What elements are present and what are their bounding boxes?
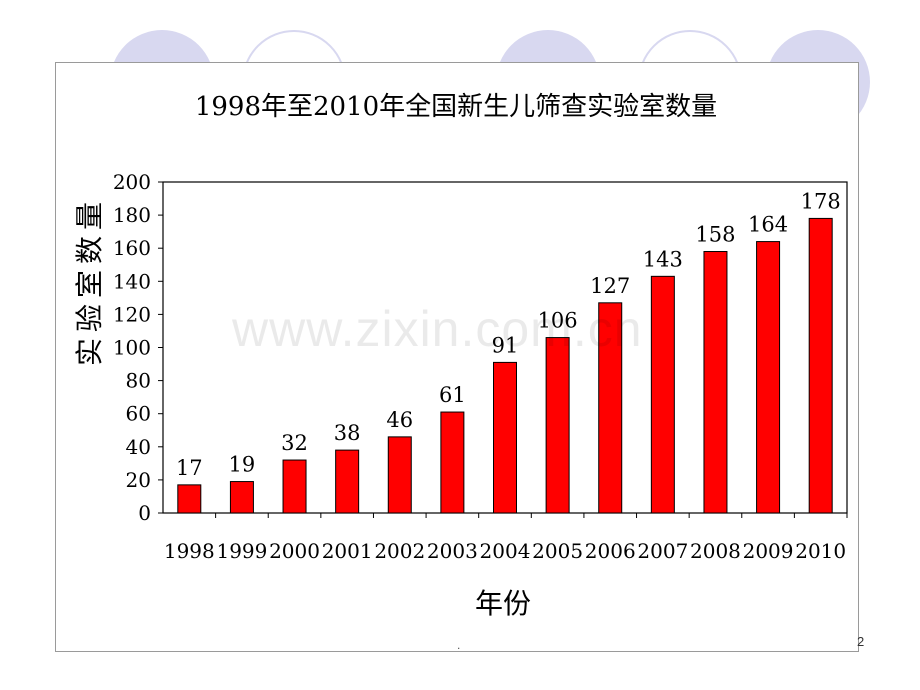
watermark: www.zixin.com.cn xyxy=(232,301,643,357)
y-axis-label: 实验室数量 xyxy=(68,196,108,366)
x-tick-label-1998: 1998 xyxy=(164,539,215,563)
bar-2010 xyxy=(808,217,833,514)
bar-1999 xyxy=(229,481,254,514)
y-tick-label-0: 0 xyxy=(138,501,151,525)
data-label-2005: 106 xyxy=(538,309,578,333)
y-tick-label-100: 100 xyxy=(113,336,151,360)
data-label-2007: 143 xyxy=(643,247,683,271)
y-tick-label-60: 60 xyxy=(126,402,151,426)
x-tick-label-2003: 2003 xyxy=(427,539,478,563)
data-label-1998: 17 xyxy=(176,456,203,480)
data-label-2002: 46 xyxy=(386,408,413,432)
data-label-2000: 32 xyxy=(281,431,308,455)
bar-2002 xyxy=(387,436,412,514)
data-label-2008: 158 xyxy=(695,223,735,247)
chart-title: 1998年至2010年全国新生儿筛查实验室数量 xyxy=(194,92,718,122)
y-tick-label-140: 140 xyxy=(113,269,151,293)
y-tick-label-20: 20 xyxy=(126,468,151,492)
bar-2007 xyxy=(650,275,675,514)
y-tick-label-40: 40 xyxy=(126,435,151,459)
bar-2009 xyxy=(756,241,781,514)
y-tick-label-120: 120 xyxy=(113,302,151,326)
x-axis-label: 年份 xyxy=(474,587,532,620)
data-label-2001: 38 xyxy=(334,421,361,445)
x-tick-label-2005: 2005 xyxy=(532,539,583,563)
y-tick-label-160: 160 xyxy=(113,236,151,260)
x-tick-label-2008: 2008 xyxy=(690,539,741,563)
y-tick-label-80: 80 xyxy=(126,369,151,393)
x-tick-label-2002: 2002 xyxy=(374,539,425,563)
data-label-2006: 127 xyxy=(590,274,630,298)
bar-2000 xyxy=(282,459,307,514)
x-tick-label-1999: 1999 xyxy=(216,539,267,563)
bar-1998 xyxy=(177,484,202,514)
page-number: 2 xyxy=(857,634,865,649)
y-tick-label-200: 200 xyxy=(113,170,151,194)
data-label-2009: 164 xyxy=(748,213,788,237)
x-tick-label-2009: 2009 xyxy=(743,539,794,563)
bar-2001 xyxy=(335,449,360,514)
bar-2004 xyxy=(493,361,517,514)
bar-2006 xyxy=(598,302,623,514)
x-tick-label-2001: 2001 xyxy=(322,539,373,563)
x-tick-label-2010: 2010 xyxy=(795,539,846,563)
x-tick-label-2007: 2007 xyxy=(637,539,688,563)
y-tick-label-180: 180 xyxy=(113,203,151,227)
bar-2003 xyxy=(440,411,465,514)
data-label-2010: 178 xyxy=(801,189,841,213)
bar-2008 xyxy=(703,251,728,514)
footer-mark: . xyxy=(457,638,461,652)
x-tick-label-2006: 2006 xyxy=(585,539,636,563)
bar-2005 xyxy=(545,337,570,514)
x-tick-label-2000: 2000 xyxy=(269,539,320,563)
data-label-2003: 61 xyxy=(439,383,466,407)
x-tick-label-2004: 2004 xyxy=(480,539,531,563)
data-label-1999: 19 xyxy=(229,453,256,477)
data-label-2004: 91 xyxy=(492,333,519,357)
